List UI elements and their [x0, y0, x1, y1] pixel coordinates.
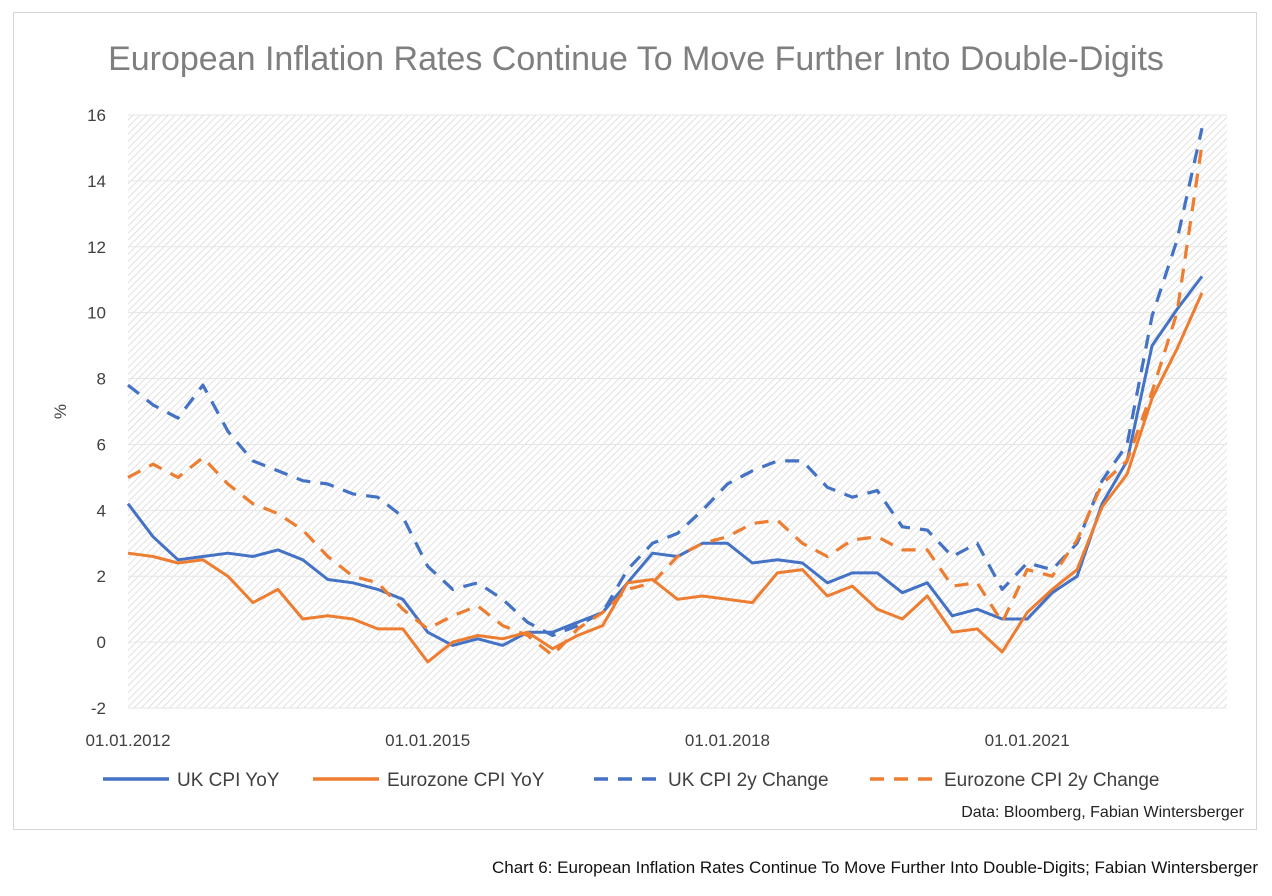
- y-tick-label: 10: [87, 304, 106, 323]
- y-tick-label: 16: [87, 106, 106, 125]
- legend-label: UK CPI YoY: [177, 770, 280, 791]
- x-tick-label: 01.01.2015: [385, 731, 470, 750]
- series-line-4: [127, 144, 1204, 657]
- chart-title: European Inflation Rates Continue To Mov…: [108, 40, 1164, 78]
- legend-label: Eurozone CPI 2y Change: [944, 770, 1159, 791]
- legend-label: UK CPI 2y Change: [668, 770, 829, 791]
- y-tick-label: 2: [97, 567, 106, 586]
- y-tick-label: 12: [87, 238, 106, 257]
- gridlines: [128, 114, 1227, 709]
- chart-caption: Chart 6: European Inflation Rates Contin…: [491, 858, 1258, 877]
- y-tick-label: -2: [91, 699, 106, 718]
- y-axis: -2 0 2 4 6 8 10 12 14 16: [87, 106, 106, 718]
- x-axis: 01.01.2012 01.01.2015 01.01.2018 01.01.2021: [85, 731, 1069, 750]
- series-line-2: [127, 292, 1204, 664]
- y-tick-label: 8: [97, 370, 106, 389]
- x-tick-label: 01.01.2021: [985, 731, 1070, 750]
- x-tick-label: 01.01.2012: [85, 731, 170, 750]
- series-line-3: [127, 127, 1204, 638]
- y-axis-label: %: [51, 404, 70, 419]
- series-lines: [126, 127, 1204, 664]
- y-tick-label: 14: [87, 172, 106, 191]
- y-tick-label: 4: [97, 501, 106, 520]
- legend: UK CPI YoY Eurozone CPI YoY UK CPI 2y Chan…: [103, 770, 1159, 791]
- y-tick-label: 6: [97, 435, 106, 454]
- plot-area: [128, 115, 1227, 708]
- source-note: Data: Bloomberg, Fabian Wintersberger: [961, 804, 1244, 821]
- legend-label: Eurozone CPI YoY: [387, 770, 545, 791]
- x-tick-label: 01.01.2018: [685, 731, 770, 750]
- y-tick-label: 0: [97, 633, 106, 652]
